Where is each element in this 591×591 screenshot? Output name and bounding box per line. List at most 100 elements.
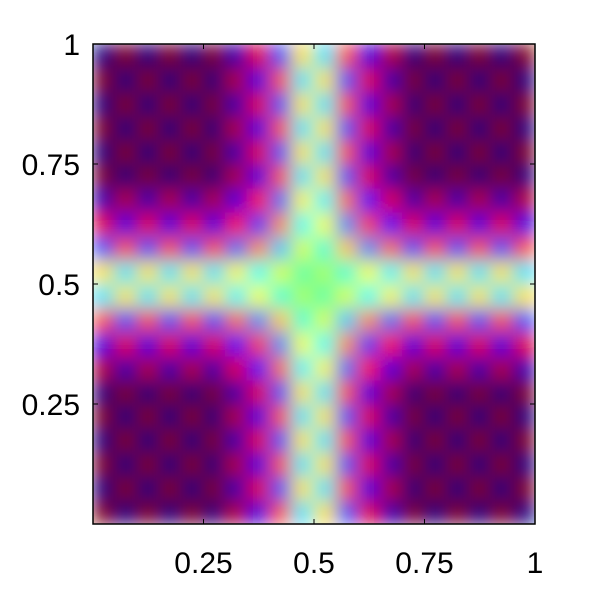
heatmap-cell [269, 403, 293, 429]
heatmap-cell [180, 235, 204, 261]
heatmap-cell [180, 67, 204, 93]
heatmap-cell [114, 451, 138, 477]
heatmap-cell [225, 355, 249, 381]
heatmap-cell [335, 187, 359, 213]
heatmap-cell [424, 331, 448, 357]
heatmap-cell [225, 67, 249, 93]
heatmap-cell [203, 67, 227, 93]
heatmap-cell [357, 139, 381, 165]
heatmap-cell [468, 331, 492, 357]
heatmap-cell [313, 355, 337, 381]
heatmap-cell [203, 235, 227, 261]
heatmap-cell [512, 355, 535, 381]
heatmap-cell [180, 307, 204, 333]
heatmap-cell [136, 235, 160, 261]
heatmap-cell [247, 163, 271, 189]
heatmap-cell [180, 139, 204, 165]
heatmap-cell [379, 139, 403, 165]
heatmap-cell [158, 355, 182, 381]
heatmap-cell [401, 211, 425, 237]
heatmap-cell [401, 475, 425, 501]
heatmap-cell [512, 403, 535, 429]
heatmap-cell [158, 403, 182, 429]
heatmap-cell [424, 139, 448, 165]
heatmap-cell [335, 259, 359, 285]
heatmap-cell [446, 355, 470, 381]
heatmap-cell [136, 115, 160, 141]
heatmap-cell [291, 187, 315, 213]
heatmap-cell [490, 115, 514, 141]
heatmap-cell [313, 235, 337, 261]
heatmap-cell [424, 211, 448, 237]
heatmap-cell [114, 355, 138, 381]
heatmap-cell [136, 139, 160, 165]
heatmap-cell [379, 331, 403, 357]
heatmap-cell [357, 44, 381, 69]
heatmap-cell [357, 307, 381, 333]
heatmap-cell [114, 499, 138, 524]
heatmap-cell [158, 67, 182, 93]
heatmap-cell [446, 283, 470, 309]
heatmap-cell [93, 451, 116, 477]
heatmap-cell [114, 475, 138, 501]
heatmap-cell [401, 163, 425, 189]
heatmap-cell [512, 427, 535, 453]
heatmap-cell [379, 67, 403, 93]
heatmap-cell [269, 211, 293, 237]
heatmap-cell [446, 331, 470, 357]
heatmap-cell [291, 283, 315, 309]
y-tick-label: 0.75 [22, 149, 80, 182]
heatmap-cell [357, 259, 381, 285]
heatmap-cell [247, 211, 271, 237]
heatmap-cell [225, 115, 249, 141]
heatmap-cell [93, 91, 116, 117]
heatmap-cell [158, 283, 182, 309]
heatmap-cell [401, 427, 425, 453]
heatmap-cell [401, 115, 425, 141]
heatmap-cell [424, 475, 448, 501]
heatmap-cell [291, 403, 315, 429]
y-tick-label: 1 [63, 29, 80, 62]
heatmap-cell [158, 331, 182, 357]
heatmap-cell [247, 475, 271, 501]
heatmap-cell [269, 307, 293, 333]
heatmap-cell [401, 259, 425, 285]
heatmap-cell [114, 379, 138, 405]
heatmap-cell [512, 235, 535, 261]
heatmap-cell [93, 403, 116, 429]
heatmap-cell [313, 163, 337, 189]
heatmap-cell [114, 163, 138, 189]
heatmap-cell [291, 499, 315, 524]
heatmap-cell [291, 235, 315, 261]
heatmap-cell [291, 91, 315, 117]
heatmap-cell [357, 283, 381, 309]
heatmap-cell [247, 235, 271, 261]
heatmap-cell [424, 451, 448, 477]
heatmap-cell [357, 475, 381, 501]
heatmap-cell [379, 379, 403, 405]
heatmap-cell [490, 331, 514, 357]
heatmap-cell [247, 403, 271, 429]
heatmap-cell [136, 187, 160, 213]
heatmap-cell [269, 499, 293, 524]
heatmap-cell [446, 44, 470, 69]
heatmap-cell [512, 307, 535, 333]
heatmap-cell [203, 283, 227, 309]
heatmap-cell [158, 499, 182, 524]
heatmap-cell [114, 235, 138, 261]
heatmap-cell [490, 379, 514, 405]
heatmap-cell [424, 283, 448, 309]
heatmap-cell [357, 379, 381, 405]
heatmap-cell [291, 163, 315, 189]
heatmap-cell [180, 163, 204, 189]
heatmap-cell [512, 283, 535, 309]
heatmap-cell [114, 91, 138, 117]
heatmap-cell [93, 259, 116, 285]
heatmap-cell [468, 451, 492, 477]
heatmap-cell [247, 139, 271, 165]
heatmap-cell [490, 163, 514, 189]
heatmap-cell [379, 91, 403, 117]
heatmap-cell [379, 403, 403, 429]
heatmap-cell [203, 91, 227, 117]
heatmap-cell [247, 91, 271, 117]
